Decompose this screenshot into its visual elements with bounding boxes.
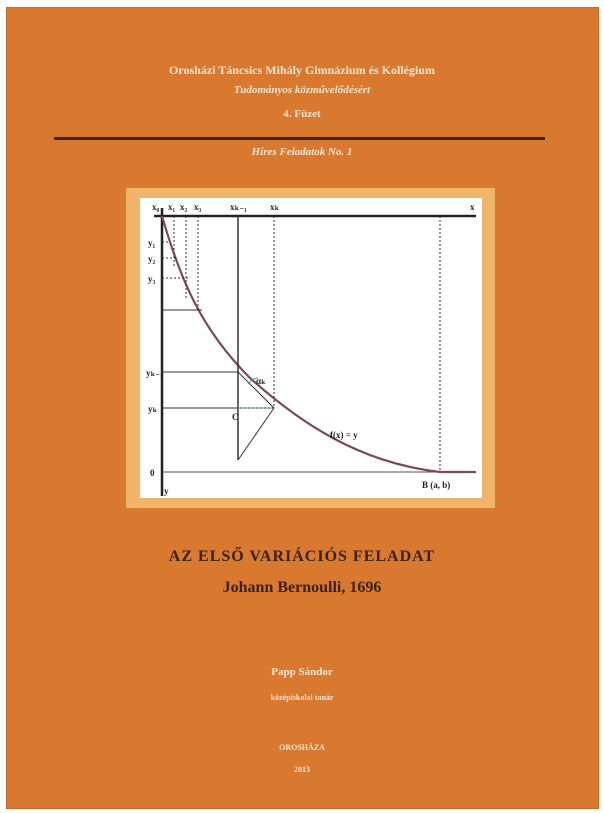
figure-svg: x₀ x₁ x₂ x₃ xₖ₋₁ xₖ x y₁ y₂ y₃ yₖ₋₁ yₖ 0… <box>146 202 476 496</box>
y-axis-label: y <box>164 486 169 496</box>
author-role: középiskolai tanár <box>270 693 334 702</box>
xk1-label: xₖ₋₁ <box>230 202 247 212</box>
issue-number: 4. Füzet <box>283 108 321 120</box>
famous-problems-label: Híres Feladatok No. 1 <box>251 146 353 158</box>
book-subtitle: Johann Bernoulli, 1696 <box>222 579 382 596</box>
brachistochrone-figure: x₀ x₁ x₂ x₃ xₖ₋₁ xₖ x y₁ y₂ y₃ yₖ₋₁ yₖ 0… <box>140 198 482 498</box>
point-c-label: C <box>232 412 239 422</box>
xk-label: xₖ <box>270 202 280 212</box>
school-name: Orosházi Táncsics Mihály Gimnázium és Ko… <box>169 63 435 77</box>
y3-label: y₃ <box>148 274 156 284</box>
publication-year: 2013 <box>294 765 310 774</box>
yk-label: yₖ <box>148 404 158 414</box>
x3-label: x₃ <box>194 202 202 212</box>
book-title: AZ ELSŐ VARIÁCIÓS FELADAT <box>168 548 436 565</box>
normal-segment <box>237 407 275 461</box>
divider-line <box>54 137 545 140</box>
x0-label: x₀ <box>152 202 160 212</box>
curve-label: f(x) = y <box>330 430 358 440</box>
tangent-segment <box>237 371 275 409</box>
angle-label: αₖ <box>256 376 266 386</box>
angle-arc <box>247 377 259 385</box>
yk1-label: yₖ₋₁ <box>146 368 163 378</box>
x1-label: x₁ <box>168 202 176 212</box>
publication-city: OROSHÁZA <box>279 743 325 752</box>
y2-label: y₂ <box>148 254 156 264</box>
x-axis-label: x <box>470 202 475 212</box>
x2-label: x₂ <box>180 202 188 212</box>
author-name: Papp Sándor <box>271 666 333 678</box>
curve <box>160 215 476 474</box>
point-b-label: B (a, b) <box>422 480 450 490</box>
y1-label: y₁ <box>148 238 156 248</box>
series-name: Tudományos közművelődésért <box>233 84 371 96</box>
point-o-label: 0 <box>150 468 155 478</box>
